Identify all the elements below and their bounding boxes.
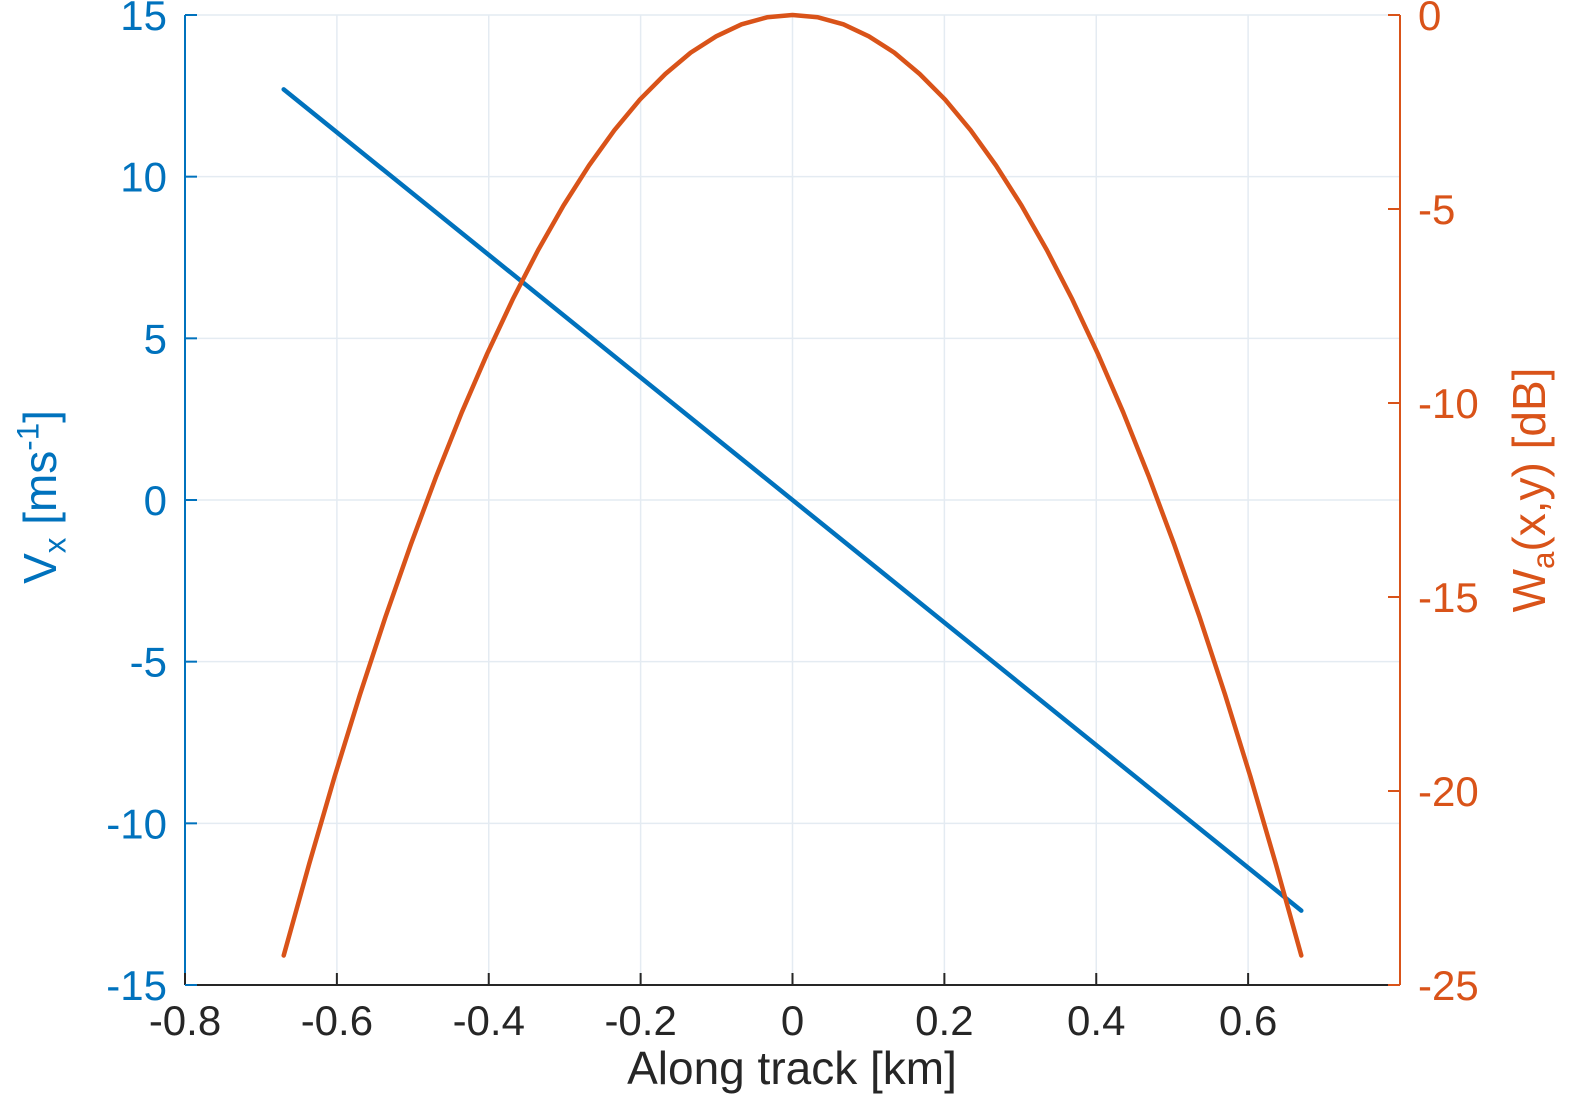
- left-y-axis-label-subscript: x: [37, 537, 73, 554]
- x-tick-label: 0.2: [915, 997, 973, 1044]
- left-y-tick-label: 15: [120, 0, 167, 39]
- x-tick-label: -0.6: [301, 997, 373, 1044]
- left-y-tick-label: -5: [130, 639, 167, 686]
- left-y-tick-label: 5: [144, 315, 167, 362]
- right-y-tick-label: -20: [1418, 768, 1479, 815]
- right-y-tick-label: -15: [1418, 574, 1479, 621]
- x-tick-label: 0.6: [1219, 997, 1277, 1044]
- left-y-tick-label: 0: [144, 477, 167, 524]
- x-tick-label: 0.4: [1067, 997, 1125, 1044]
- series-line-v-x: [281, 87, 1304, 913]
- left-y-tick-label: -15: [106, 962, 167, 1009]
- left-y-axis-label-base: V: [13, 553, 66, 584]
- right-y-tick-label: 0: [1418, 0, 1441, 39]
- right-y-tick-label: -25: [1418, 962, 1479, 1009]
- x-tick-label: -0.2: [604, 997, 676, 1044]
- right-y-axis-label: Wa(x,y) [dB]: [1502, 368, 1562, 613]
- left-y-axis-label-units: [ms: [13, 450, 66, 538]
- left-y-axis-label-close: ]: [13, 410, 66, 423]
- left-y-tick-label: 10: [120, 154, 167, 201]
- left-y-axis-label: Vx [ms-1]: [11, 410, 74, 584]
- x-tick-label: -0.4: [453, 997, 525, 1044]
- right-y-axis-label-base: W: [1502, 569, 1555, 613]
- left-y-tick-label: -10: [106, 800, 167, 847]
- x-tick-label: -0.8: [149, 997, 221, 1044]
- series-line-w-a: [281, 12, 1304, 958]
- right-y-tick-label: -10: [1418, 380, 1479, 427]
- x-tick-label: 0: [781, 997, 804, 1044]
- right-y-axis-label-subscript: a: [1526, 551, 1562, 569]
- right-y-tick-label: -5: [1418, 186, 1455, 233]
- right-y-axis-label-units: (x,y) [dB]: [1502, 367, 1555, 552]
- x-axis-label: Along track [km]: [627, 1042, 957, 1094]
- left-y-axis-label-superscript: -1: [10, 422, 46, 451]
